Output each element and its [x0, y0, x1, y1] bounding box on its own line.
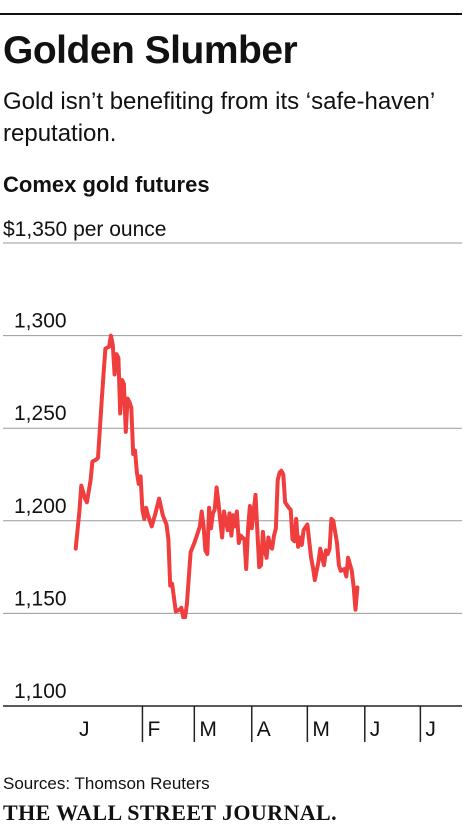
chart-title: Comex gold futures: [3, 172, 210, 197]
x-tick-label-5: J: [370, 718, 381, 741]
gold-futures-line-chart: 1,100 1,150 1,200 1,250 1,300 J F M A M J J: [3, 242, 462, 742]
x-tick-label-2: M: [199, 718, 217, 741]
grid-lines: [3, 242, 462, 707]
page-subtitle: Gold isn’t benefiting from its ‘safe-hav…: [3, 88, 435, 147]
y-tick-label-1200: 1,200: [14, 495, 67, 518]
publisher-logo: THE WALL STREET JOURNAL.: [3, 800, 338, 825]
source-note: Sources: Thomson Reuters: [3, 774, 210, 793]
y-tick-label-1150: 1,150: [14, 587, 67, 610]
y-tick-label-1100: 1,100: [14, 680, 67, 703]
x-tick-label-3: A: [257, 718, 271, 741]
top-rule: [0, 13, 462, 15]
x-tick-label-6: J: [425, 718, 436, 741]
price-series: [73, 333, 360, 620]
y-axis-tick-labels: 1,100 1,150 1,200 1,250 1,300: [14, 310, 67, 703]
page-title: Golden Slumber: [3, 29, 298, 72]
x-tick-label-0: J: [79, 718, 90, 741]
x-tick-label-1: F: [147, 718, 160, 741]
series-line-0: [73, 333, 360, 620]
y-axis-unit-label: $1,350 per ounce: [3, 218, 167, 241]
y-tick-label-1250: 1,250: [14, 402, 67, 425]
y-tick-label-1300: 1,300: [14, 310, 67, 333]
x-tick-label-4: M: [312, 718, 330, 741]
